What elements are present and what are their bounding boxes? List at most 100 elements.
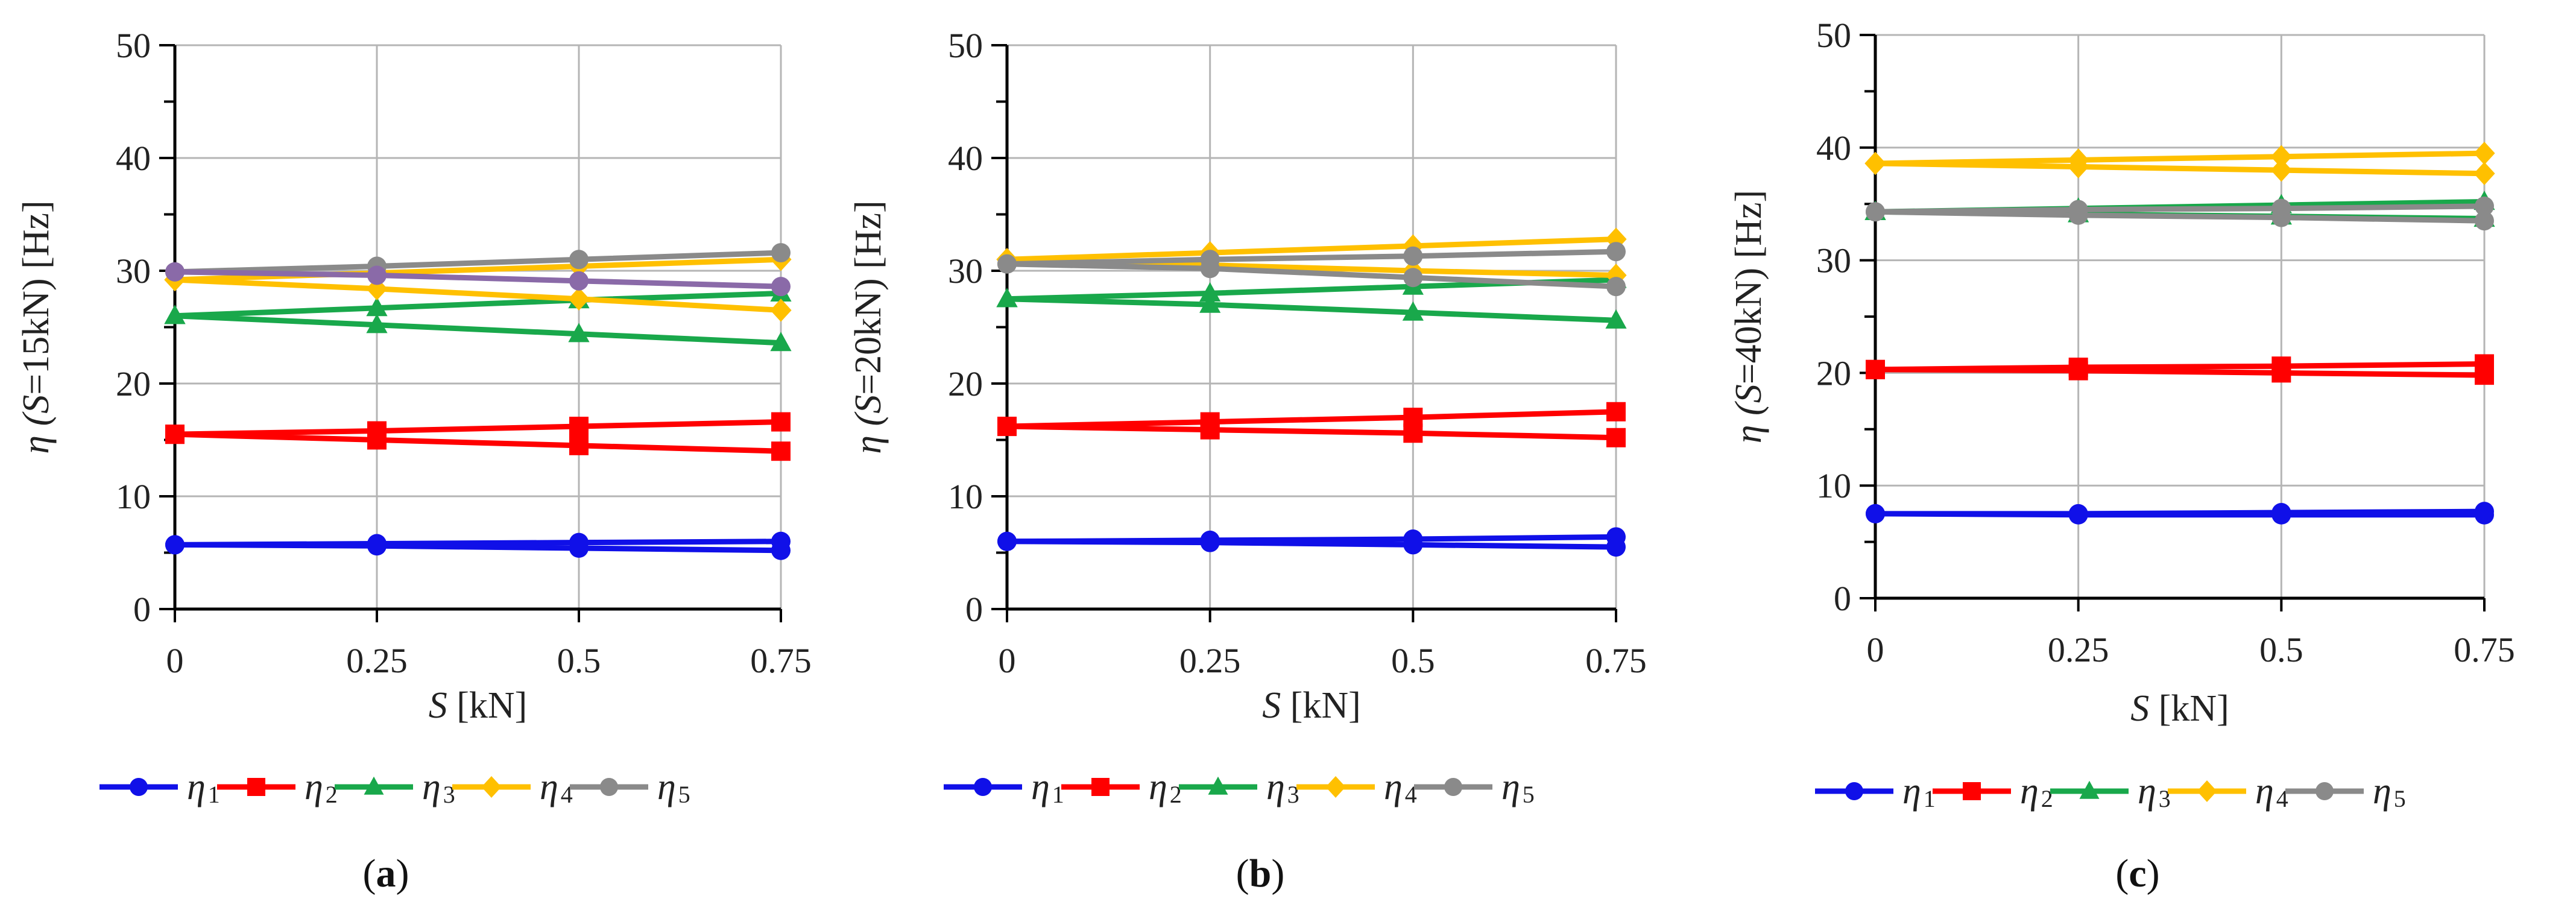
series-line (1875, 367, 2485, 378)
legend-marker (1208, 776, 1228, 795)
x-tick-label: 0.5 (2259, 630, 2303, 669)
data-point (1403, 268, 1423, 288)
data-point (997, 531, 1017, 551)
x-tick-label: 0 (166, 641, 184, 680)
legend-marker (974, 778, 992, 796)
data-point (1866, 504, 1885, 523)
y-tick-label: 50 (1816, 16, 1851, 55)
series-η5-9 (165, 262, 791, 297)
data-point (2271, 505, 2291, 525)
x-tick-label: 0.75 (750, 641, 812, 680)
x-tick-label: 0.75 (2454, 630, 2515, 669)
y-axis-label: η (S=15kN) [Hz] (16, 200, 57, 453)
data-point (2475, 196, 2494, 216)
y-tick-label: 30 (948, 251, 983, 291)
x-axis-label: S [kN] (1262, 685, 1361, 726)
series-line (1006, 409, 1617, 429)
data-point (771, 540, 791, 560)
data-point (2475, 505, 2494, 525)
data-point (2270, 158, 2292, 182)
y-tick-label: 30 (116, 251, 151, 291)
series-line (174, 542, 781, 554)
x-axis-label: S [kN] (429, 685, 528, 726)
gridlines (1007, 44, 1617, 609)
data-point (569, 417, 589, 437)
y-tick-label: 10 (116, 477, 151, 516)
legend-marker (2079, 780, 2100, 799)
series-line (174, 269, 781, 289)
data-point (1605, 309, 1627, 329)
data-point (1866, 202, 1885, 222)
data-point (165, 425, 185, 444)
data-point (1200, 420, 1220, 440)
data-point (997, 417, 1017, 437)
y-tick-label: 0 (133, 590, 151, 629)
data-point (2068, 155, 2089, 178)
y-tick-label: 30 (1816, 241, 1851, 280)
data-point (2475, 365, 2494, 385)
data-point (2473, 162, 2495, 185)
data-point (1200, 259, 1220, 279)
data-point (1199, 293, 1221, 313)
data-point (771, 441, 791, 461)
series-line (1006, 423, 1617, 441)
data-point (569, 271, 589, 291)
series-η5-9 (997, 254, 1626, 297)
legend-marker (481, 776, 502, 798)
series-line (1875, 160, 2485, 177)
data-point (1606, 428, 1626, 447)
data-point (2270, 145, 2292, 168)
data-point (1200, 532, 1220, 552)
legend-marker (1325, 776, 1346, 798)
data-point (1606, 277, 1626, 297)
data-point (2473, 141, 2495, 165)
legend-marker (364, 776, 384, 795)
data-point (569, 435, 589, 455)
data-point (1403, 246, 1423, 266)
data-point (771, 412, 791, 432)
data-point (367, 536, 387, 556)
series-line (174, 250, 781, 275)
y-tick-label: 20 (1816, 353, 1851, 393)
y-tick-label: 0 (1834, 579, 1851, 618)
data-point (1403, 423, 1423, 443)
y-tick-label: 0 (965, 590, 983, 629)
series-line (1875, 150, 2485, 166)
series-line (1875, 209, 2485, 224)
data-point (2271, 207, 2291, 227)
data-point (1402, 301, 1424, 321)
data-point (1403, 535, 1423, 555)
panel-label: (c) (2115, 851, 2159, 895)
data-point (997, 254, 1017, 274)
y-tick-label: 50 (948, 26, 983, 65)
series-η1-1 (997, 531, 1626, 557)
series-line (174, 313, 781, 346)
data-point (165, 535, 185, 555)
data-point (1866, 359, 1885, 379)
series-line (174, 419, 781, 437)
series-η3-5 (164, 305, 792, 352)
data-point (2068, 505, 2088, 525)
series-line (1006, 248, 1617, 267)
data-point (2068, 205, 2088, 225)
x-tick-label: 0.25 (1179, 641, 1241, 680)
data-point (2068, 361, 2088, 381)
series-line (1875, 511, 2484, 518)
series-line (1006, 236, 1617, 262)
